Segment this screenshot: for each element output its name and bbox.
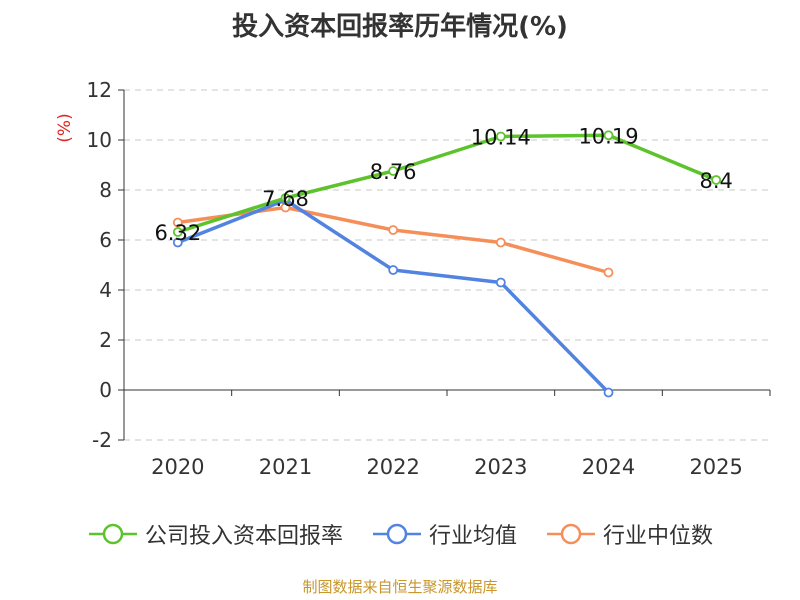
data-point: [388, 225, 399, 235]
data-point: [388, 265, 399, 275]
data-point: [172, 237, 183, 248]
legend-label: 行业均值: [428, 524, 517, 549]
y-axis-label: (%): [55, 113, 75, 142]
legend-label: 公司投入资本回报率: [144, 524, 343, 549]
legend-item[interactable]: 公司投入资本回报率: [87, 518, 343, 550]
source-note: 制图数据来自恒生聚源数据库: [302, 578, 498, 596]
chart-title: 投入资本回报率历年情况(%): [232, 12, 568, 42]
x-tick-label: 2020: [151, 455, 204, 479]
data-point: [172, 227, 183, 237]
x-tick-label: 2025: [689, 455, 742, 479]
data-label: 10.14: [471, 126, 531, 150]
x-tick-label: 2023: [474, 455, 527, 479]
y-tick-label: 10: [87, 128, 112, 152]
x-tick-label: 2022: [366, 455, 419, 479]
data-point: [603, 267, 614, 278]
data-point: [495, 131, 506, 142]
data-point: [495, 237, 506, 248]
legend-item[interactable]: 行业均值: [371, 518, 517, 550]
data-point: [388, 166, 399, 176]
y-tick-label: 4: [99, 278, 112, 302]
data-label: 8.4: [699, 169, 732, 193]
y-tick-label: 12: [87, 78, 112, 102]
data-point: [495, 277, 506, 288]
legend: 公司投入资本回报率 行业均值 行业中位数: [0, 518, 800, 550]
legend-item[interactable]: 行业中位数: [545, 518, 713, 550]
legend-marker-icon: [547, 523, 595, 545]
legend-label: 行业中位数: [603, 524, 714, 549]
y-tick-label: 8: [99, 178, 112, 202]
x-tick-label: 2021: [259, 455, 312, 479]
data-point: [603, 130, 614, 141]
data-point: [603, 387, 614, 398]
y-tick-label: 2: [99, 328, 112, 352]
series-line: [177, 133, 717, 234]
y-tick-label: 6: [99, 228, 112, 252]
data-label: 7.68: [262, 187, 309, 211]
y-tick-label: 0: [99, 378, 112, 402]
data-point: [280, 193, 291, 203]
data-point: [172, 217, 183, 228]
data-label: 10.19: [578, 124, 638, 148]
data-label: 6.32: [154, 221, 201, 245]
legend-marker-icon: [88, 523, 137, 545]
y-tick-label: -2: [92, 428, 112, 452]
x-tick-label: 2024: [582, 455, 635, 479]
legend-marker-icon: [372, 523, 421, 545]
data-point: [711, 175, 722, 185]
data-label: 8.76: [370, 160, 417, 184]
